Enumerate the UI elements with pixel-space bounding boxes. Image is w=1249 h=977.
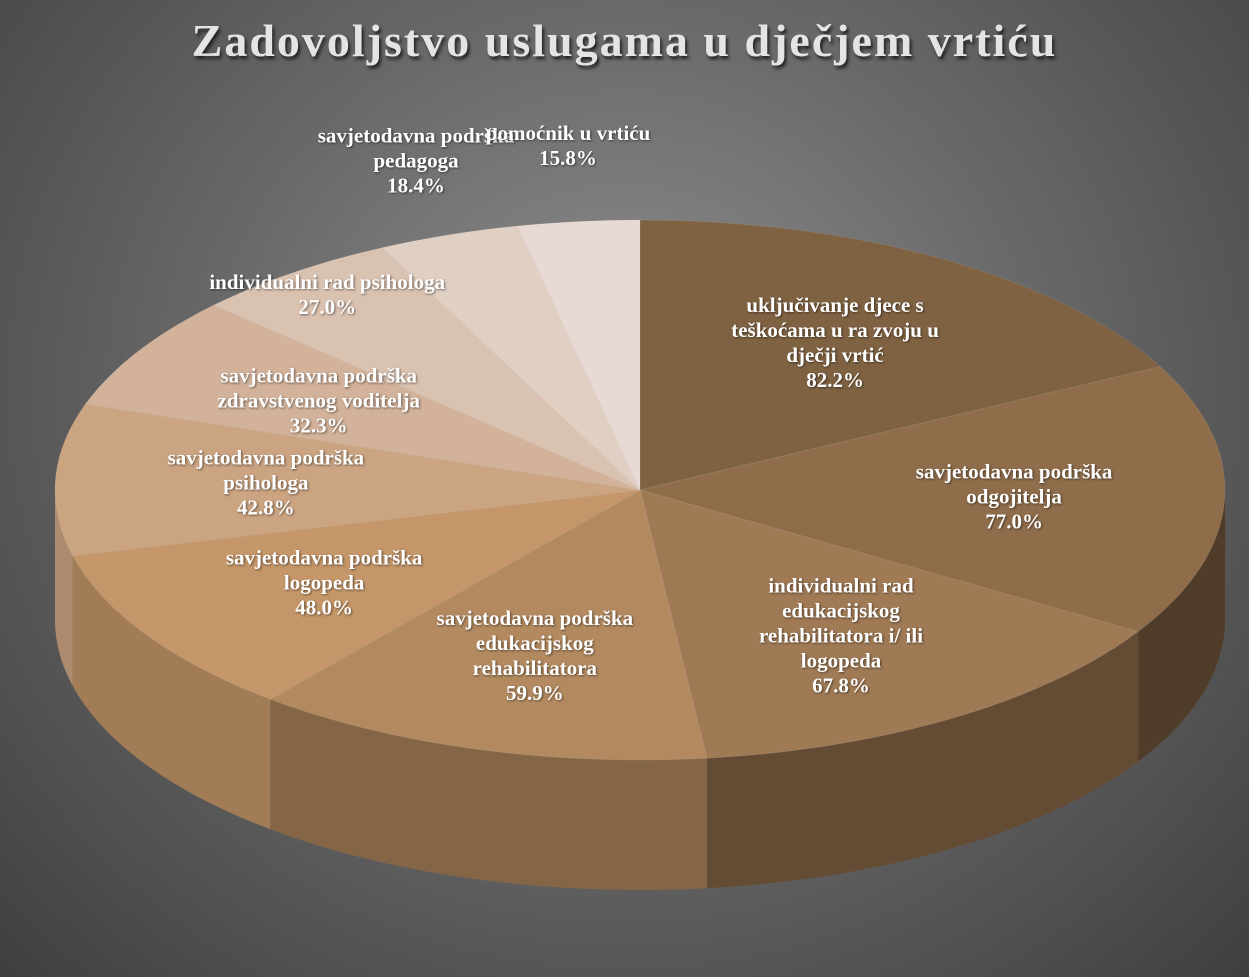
slice: [639, 489, 1140, 759]
side-shade: [706, 631, 1139, 889]
label-name: pomoćnik u vrtiću: [485, 120, 651, 145]
data-label: individualni rad edukacijskog rehabilita…: [721, 573, 961, 698]
slice-side: [270, 699, 707, 890]
label-value: 15.8%: [539, 145, 597, 170]
label-name: savjetodavna podrška odgojitelja: [915, 459, 1113, 509]
label-value: 42.8%: [237, 495, 295, 520]
label-value: 59.9%: [505, 680, 564, 705]
label-value: 32.3%: [289, 413, 348, 438]
data-label: savjetodavna podrška odgojitelja 77.0%: [894, 459, 1134, 534]
data-label: uključivanje djece s teškoćama u ra zvoj…: [715, 293, 955, 393]
label-name: individualni rad edukacijskog rehabilita…: [758, 573, 924, 673]
slice: [381, 225, 641, 491]
slice-side: [706, 631, 1139, 889]
slice: [84, 304, 641, 491]
data-label: savjetodavna podrška edukacijskog rehabi…: [415, 606, 655, 706]
slice: [71, 489, 641, 700]
label-name: uključivanje djece s teškoćama u ra zvoj…: [731, 292, 939, 367]
label-name: savjetodavna podrška edukacijskog rehabi…: [436, 605, 634, 680]
side-shade: [1138, 490, 1225, 762]
label-name: individualni rad psihologa: [209, 269, 446, 294]
slice-side: [72, 555, 271, 830]
side-shade: [270, 699, 707, 890]
chart-title: Zadovoljstvo uslugama u dječjem vrtiću: [191, 15, 1058, 66]
label-value: 67.8%: [812, 673, 870, 698]
slice-side: [55, 490, 73, 686]
data-label: individualni rad psihologa 27.0%: [207, 270, 447, 320]
slice: [639, 219, 1162, 491]
data-label: savjetodavna podrška psihologa 42.8%: [146, 446, 386, 521]
label-name: savjetodavna podrška psihologa: [167, 445, 365, 495]
data-label: savjetodavna podrška zdravstvenog vodite…: [199, 364, 439, 439]
slice: [269, 489, 708, 761]
data-label: pomoćnik u vrtiću 15.8%: [448, 121, 688, 171]
label-name: savjetodavna podrška zdravstvenog vodite…: [217, 363, 420, 413]
side-shade: [55, 490, 73, 686]
slice: [54, 403, 641, 557]
slice-side: [1138, 490, 1225, 762]
label-name: savjetodavna podrška logopeda: [225, 545, 423, 595]
label-value: 27.0%: [298, 294, 357, 319]
data-label: savjetodavna podrška logopeda 48.0%: [204, 545, 444, 620]
label-value: 48.0%: [295, 595, 353, 620]
slice: [212, 247, 641, 491]
slice: [516, 219, 641, 491]
data-label: savjetodavna podrška pedagoga 18.4%: [296, 124, 536, 199]
label-value: 82.2%: [806, 367, 864, 392]
label-value: 77.0%: [985, 509, 1043, 534]
label-value: 18.4%: [387, 173, 445, 198]
label-name: savjetodavna podrška pedagoga: [317, 123, 515, 173]
slice: [638, 366, 1226, 633]
side-shade: [72, 555, 271, 830]
